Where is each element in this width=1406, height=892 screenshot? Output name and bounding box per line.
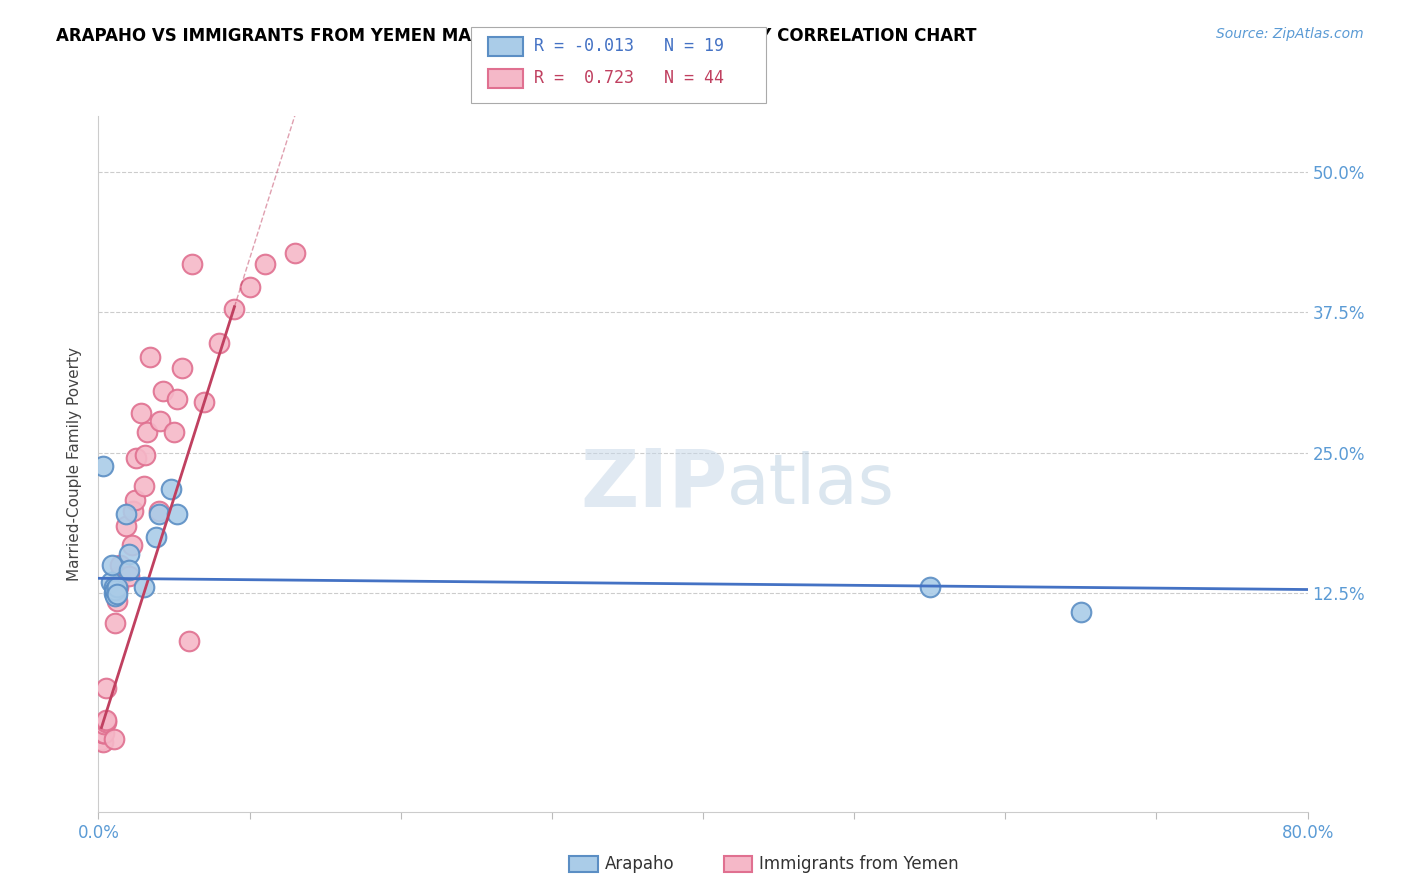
Point xyxy=(224,301,246,316)
Point xyxy=(91,735,114,749)
Point xyxy=(149,414,172,428)
Point xyxy=(132,479,155,493)
Point xyxy=(103,580,125,594)
Point xyxy=(90,731,112,746)
Point xyxy=(114,518,136,533)
Point xyxy=(139,350,162,364)
Point xyxy=(90,726,112,740)
Point xyxy=(114,508,136,522)
Point xyxy=(132,580,155,594)
Point xyxy=(94,713,117,727)
Point xyxy=(90,732,112,747)
Point xyxy=(105,580,128,594)
Text: R = -0.013   N = 19: R = -0.013 N = 19 xyxy=(534,37,724,55)
Text: Source: ZipAtlas.com: Source: ZipAtlas.com xyxy=(1216,27,1364,41)
Point xyxy=(918,580,941,594)
Text: ZIP: ZIP xyxy=(579,446,727,524)
Point xyxy=(93,726,115,740)
Point xyxy=(181,257,204,271)
Point xyxy=(103,586,125,600)
Y-axis label: Married-Couple Family Poverty: Married-Couple Family Poverty xyxy=(67,347,83,581)
Point xyxy=(90,726,112,740)
Point xyxy=(94,681,117,696)
Point xyxy=(284,245,307,260)
Point xyxy=(152,384,174,398)
Point xyxy=(100,574,122,589)
Point xyxy=(91,726,114,740)
Point xyxy=(124,492,146,507)
Point xyxy=(148,504,170,518)
Point xyxy=(94,714,117,729)
Text: R =  0.723   N = 44: R = 0.723 N = 44 xyxy=(534,70,724,87)
Point xyxy=(148,508,170,522)
Text: Arapaho: Arapaho xyxy=(605,855,675,873)
Point xyxy=(125,451,148,466)
Point xyxy=(104,582,127,597)
Point xyxy=(1070,605,1092,619)
Text: Immigrants from Yemen: Immigrants from Yemen xyxy=(759,855,959,873)
Point xyxy=(208,335,231,350)
Point xyxy=(163,425,186,440)
Text: ARAPAHO VS IMMIGRANTS FROM YEMEN MARRIED-COUPLE FAMILY POVERTY CORRELATION CHART: ARAPAHO VS IMMIGRANTS FROM YEMEN MARRIED… xyxy=(56,27,977,45)
Point xyxy=(103,731,125,746)
Point xyxy=(239,279,262,293)
Point xyxy=(193,395,215,409)
Point xyxy=(107,580,129,594)
Point xyxy=(145,530,167,544)
Point xyxy=(93,717,115,731)
Point xyxy=(134,448,156,462)
Point xyxy=(170,361,193,376)
Point xyxy=(121,538,143,552)
Point xyxy=(105,593,128,607)
Point xyxy=(118,569,141,583)
Point xyxy=(160,482,183,496)
Point xyxy=(122,504,145,518)
Point xyxy=(91,459,114,474)
Point xyxy=(105,587,128,601)
Point xyxy=(104,589,127,603)
Point xyxy=(104,616,127,631)
Point xyxy=(118,564,141,578)
Point xyxy=(118,547,141,561)
Point xyxy=(108,558,131,572)
Point xyxy=(90,730,112,744)
Point xyxy=(135,425,157,440)
Point xyxy=(91,726,114,740)
Point xyxy=(253,257,276,271)
Text: atlas: atlas xyxy=(727,451,896,518)
Point xyxy=(179,634,201,648)
Point xyxy=(108,569,131,583)
Point xyxy=(166,508,188,522)
Point xyxy=(101,558,124,572)
Point xyxy=(166,392,188,406)
Point xyxy=(129,406,152,420)
